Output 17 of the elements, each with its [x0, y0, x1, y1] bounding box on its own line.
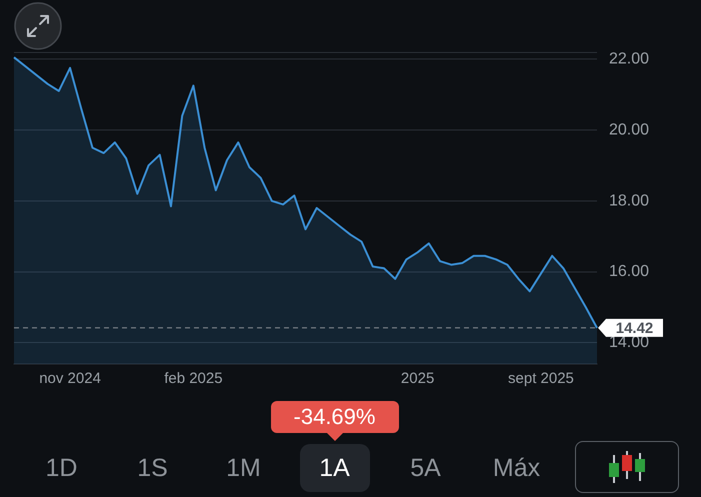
- ref-line-label: 14.42: [616, 320, 654, 337]
- text: Máx: [492, 453, 542, 484]
- y-tick-label: 16.00: [609, 263, 650, 280]
- text: 1D: [44, 453, 78, 484]
- selected-range-button: 1A: [300, 444, 370, 492]
- callout: -34.69%: [270, 401, 398, 441]
- x-tick-label: feb 2025: [164, 370, 223, 388]
- text: 5A: [409, 453, 442, 484]
- x-tick-label: 2025: [400, 370, 434, 388]
- x-tick-label: nov 2024: [39, 370, 101, 388]
- y-tick-label: 14.00: [609, 334, 650, 352]
- text: 1M: [225, 453, 262, 484]
- y-tick-label: 20.00: [609, 121, 650, 138]
- x-tick-label: sept 2025: [508, 370, 574, 388]
- y-tick-label: 18.00: [609, 192, 650, 210]
- text: 1S: [136, 453, 169, 484]
- y-tick-label: 22.00: [609, 50, 650, 68]
